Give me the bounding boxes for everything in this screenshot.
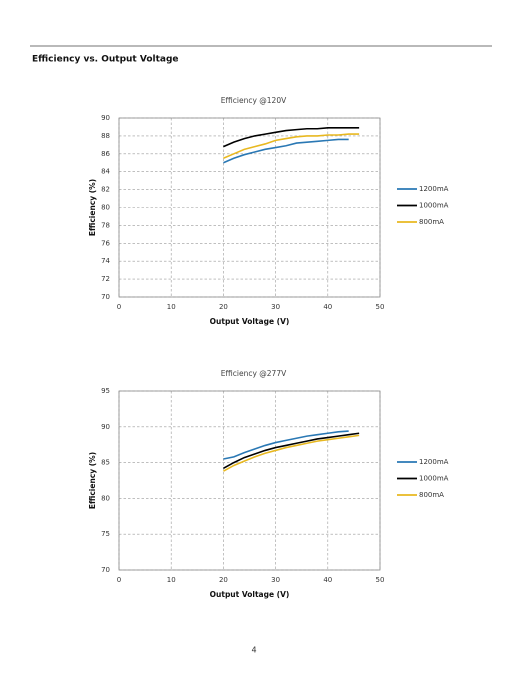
- x-tick-label: 30: [271, 303, 280, 311]
- y-tick-label: 85: [101, 459, 110, 467]
- chart-title: Efficiency @120V: [221, 96, 287, 105]
- x-tick-label: 50: [376, 303, 385, 311]
- y-tick-label: 70: [101, 293, 110, 301]
- series-line: [223, 430, 349, 460]
- series-line: [223, 434, 360, 472]
- plot-frame: [118, 390, 381, 571]
- legend-label: 1200mA: [419, 185, 449, 193]
- legend-label: 800mA: [419, 218, 444, 226]
- page-number: 4: [251, 646, 256, 655]
- legend-label: 1200mA: [419, 458, 449, 466]
- x-tick-label: 20: [219, 576, 228, 584]
- y-tick-label: 88: [101, 132, 110, 140]
- y-tick-label: 72: [101, 275, 110, 283]
- x-tick-label: 0: [117, 303, 121, 311]
- y-tick-label: 90: [101, 423, 110, 431]
- y-tick-label: 86: [101, 150, 110, 158]
- series-line: [223, 133, 360, 160]
- y-tick-label: 70: [101, 566, 110, 574]
- y-tick-label: 80: [101, 204, 110, 212]
- x-tick-label: 50: [376, 576, 385, 584]
- legend-label: 800mA: [419, 491, 444, 499]
- y-axis-label: Efficiency (%): [88, 452, 97, 509]
- y-tick-label: 78: [101, 221, 110, 229]
- heading: Efficiency vs. Output Voltage: [32, 55, 179, 65]
- y-tick-label: 84: [101, 168, 110, 176]
- legend-label: 1000mA: [419, 475, 449, 483]
- x-tick-label: 20: [219, 303, 228, 311]
- x-axis-label: Output Voltage (V): [210, 317, 290, 326]
- x-tick-label: 30: [271, 576, 280, 584]
- y-tick-label: 82: [101, 186, 110, 194]
- x-tick-label: 0: [117, 576, 121, 584]
- chart-title: Efficiency @277V: [221, 369, 287, 378]
- y-tick-label: 74: [101, 257, 110, 265]
- series-line: [223, 138, 349, 164]
- x-axis-label: Output Voltage (V): [210, 590, 290, 599]
- y-tick-label: 95: [101, 387, 110, 395]
- y-tick-label: 80: [101, 494, 110, 502]
- y-tick-label: 76: [101, 239, 110, 247]
- plot-frame: [118, 117, 381, 298]
- x-tick-label: 40: [323, 576, 332, 584]
- x-tick-label: 10: [167, 303, 176, 311]
- series-line: [223, 432, 360, 470]
- x-tick-label: 10: [167, 576, 176, 584]
- legend-label: 1000mA: [419, 202, 449, 210]
- series-line: [223, 127, 360, 148]
- y-tick-label: 90: [101, 114, 110, 122]
- y-tick-label: 75: [101, 530, 110, 538]
- y-axis-label: Efficiency (%): [88, 179, 97, 236]
- x-tick-label: 40: [323, 303, 332, 311]
